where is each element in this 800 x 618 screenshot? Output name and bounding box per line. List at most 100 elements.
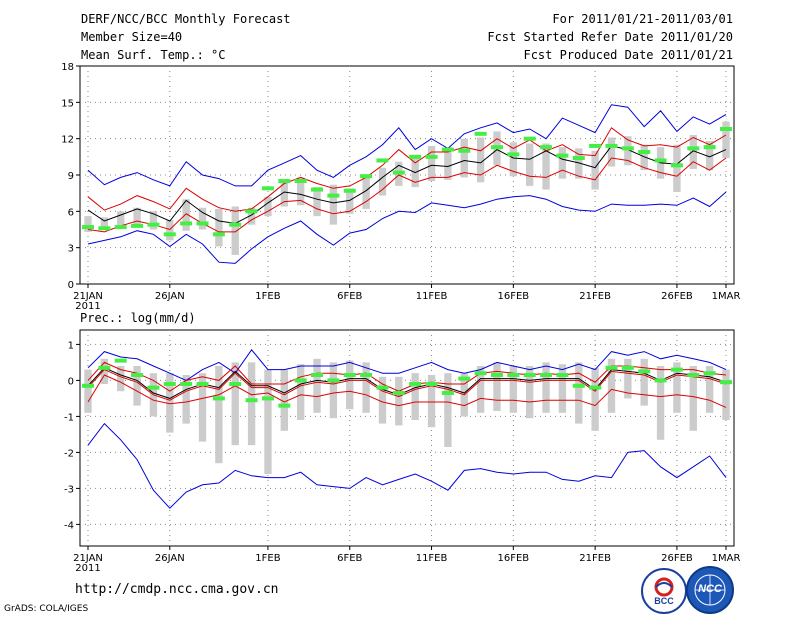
spread-box xyxy=(411,373,419,420)
observed-marker xyxy=(261,186,274,191)
spread-box xyxy=(624,136,632,166)
spread-box xyxy=(133,207,141,226)
observed-marker xyxy=(278,403,291,408)
y-tick-label: -3 xyxy=(64,484,74,495)
observed-marker xyxy=(441,391,454,395)
footer-url[interactable]: http://cmdp.ncc.cma.gov.cn xyxy=(75,582,279,597)
y-tick-label: 3 xyxy=(68,244,74,255)
y-tick-label: -1 xyxy=(64,412,74,423)
x-tick-label: 26JAN xyxy=(155,291,185,302)
bcc-logo-icon xyxy=(654,577,674,597)
series-line-lower xyxy=(87,157,727,233)
spread-box xyxy=(264,369,272,474)
spread-box xyxy=(640,358,648,406)
spread-box xyxy=(444,147,452,180)
footer-credit: GrADS: COLA/IGES xyxy=(4,604,89,614)
observed-marker xyxy=(376,385,389,390)
spread-box xyxy=(84,216,92,232)
observed-marker xyxy=(474,371,487,376)
observed-marker xyxy=(409,382,422,386)
chart-panel-2: -4 -3 -2 -1 0 1 21JAN 26JAN 1FEB 6FEB 11FEB 16FEB 21… xyxy=(64,311,740,574)
series-line-min xyxy=(87,422,727,509)
spread-box xyxy=(558,147,567,179)
spread-box xyxy=(231,206,239,255)
observed-marker xyxy=(82,383,94,388)
y-tick-label: 0 xyxy=(68,376,74,387)
observed-marker xyxy=(638,149,651,154)
spread-box xyxy=(460,138,468,178)
spread-box xyxy=(117,211,125,228)
spread-box xyxy=(378,167,387,196)
observed-marker xyxy=(114,358,127,363)
x-tick-label: 21FEB xyxy=(579,553,611,564)
series-line-ens_median xyxy=(87,368,727,401)
spread-box xyxy=(215,366,223,464)
bcc-logo: BCC xyxy=(641,568,687,614)
y-tick-label: 12 xyxy=(61,135,74,146)
y-tick-label: 1 xyxy=(68,340,74,351)
observed-marker xyxy=(687,146,700,151)
observed-marker xyxy=(327,193,340,198)
spread-box xyxy=(362,362,370,413)
observed-marker xyxy=(425,154,438,159)
y-tick-label: -4 xyxy=(64,520,74,531)
spread-box xyxy=(100,358,109,384)
spread-box xyxy=(215,208,223,247)
series-line-mean xyxy=(87,367,727,399)
bcc-logo-text: BCC xyxy=(654,596,674,606)
x-tick-label: 1MAR xyxy=(712,291,741,302)
spread-box xyxy=(722,369,730,420)
spread-box xyxy=(84,369,92,413)
series-line-min xyxy=(87,191,727,264)
series-line-max xyxy=(87,104,727,187)
observed-marker xyxy=(638,369,651,374)
observed-marker xyxy=(196,382,209,386)
observed-marker xyxy=(589,143,602,148)
x-year-label: 2011 xyxy=(75,563,100,574)
spread-box xyxy=(346,188,354,214)
observed-marker xyxy=(654,158,667,163)
spread-box xyxy=(182,375,190,424)
x-tick-label: 26FEB xyxy=(661,553,693,564)
observed-marker xyxy=(114,225,127,230)
spread-box xyxy=(476,366,485,413)
y-tick-label: 9 xyxy=(68,171,74,182)
y-tick-label: 15 xyxy=(61,98,74,109)
series-line-lower xyxy=(87,374,727,408)
observed-marker xyxy=(392,170,405,175)
spread-box xyxy=(656,366,665,440)
spread-box xyxy=(346,360,354,410)
y-tick-label: 18 xyxy=(61,62,74,73)
spread-box xyxy=(624,358,632,399)
observed-marker xyxy=(196,221,209,226)
spread-box xyxy=(133,366,141,406)
x-tick-label: 11FEB xyxy=(416,291,448,302)
observed-marker xyxy=(474,131,487,136)
observed-marker xyxy=(294,378,307,383)
observed-marker xyxy=(556,373,569,377)
observed-marker xyxy=(703,145,716,150)
observed-marker xyxy=(360,174,373,179)
spread-box xyxy=(673,144,681,192)
observed-marker xyxy=(523,136,536,141)
observed-marker xyxy=(654,378,667,383)
observed-marker xyxy=(147,385,160,390)
spread-box xyxy=(362,176,370,209)
spread-box xyxy=(149,211,158,230)
observed-marker xyxy=(556,153,569,158)
observed-marker xyxy=(703,371,716,376)
observed-marker xyxy=(507,152,520,157)
x-tick-label: 11FEB xyxy=(416,553,448,564)
observed-marker xyxy=(229,222,242,227)
spread-box xyxy=(722,121,730,159)
series-line-max xyxy=(87,348,727,381)
observed-marker xyxy=(605,365,618,370)
header-produced-date: Fcst Produced Date 2011/01/21 xyxy=(523,48,733,62)
x-year-label: 2011 xyxy=(75,301,100,312)
spread-box xyxy=(673,362,681,413)
spread-box xyxy=(247,207,256,225)
x-tick-label: 1FEB xyxy=(255,291,280,302)
ncc-logo: NCC xyxy=(686,566,734,614)
observed-marker xyxy=(409,154,422,159)
spread-box xyxy=(575,148,583,179)
